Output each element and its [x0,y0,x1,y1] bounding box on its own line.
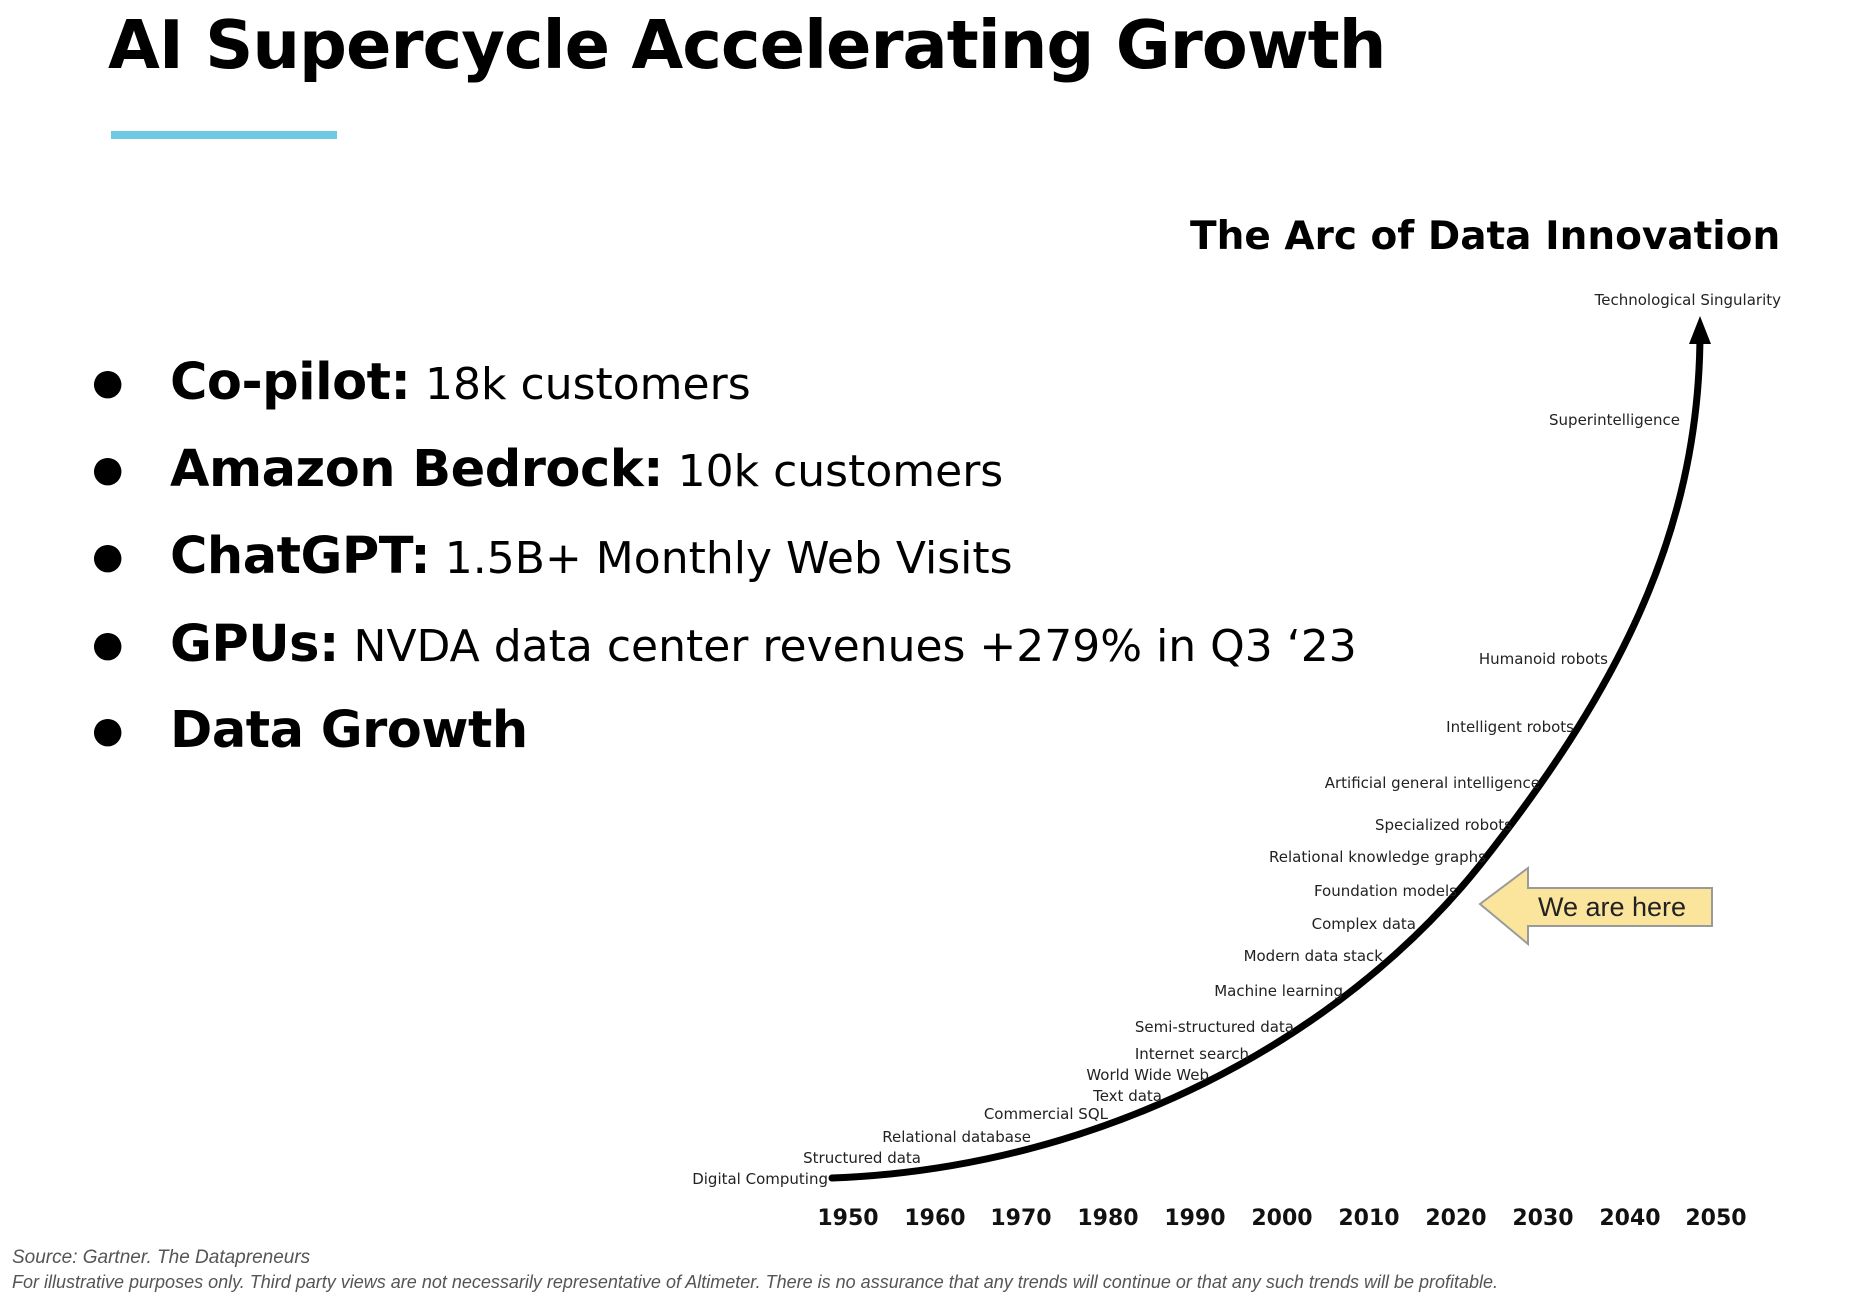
milestone-label: Commercial SQL [984,1105,1109,1123]
x-tick-label: 1960 [904,1206,965,1231]
milestone-label: Relational database [882,1128,1031,1146]
x-tick-label: 2010 [1338,1206,1399,1231]
chart-title: The Arc of Data Innovation [1190,214,1781,259]
x-tick-label: 2020 [1425,1206,1486,1231]
milestone-label: Internet search [1135,1045,1249,1063]
x-tick-label: 1980 [1077,1206,1138,1231]
milestone-label: Artificial general intelligence [1325,774,1540,792]
we-are-here-callout: We are here [1478,866,1713,947]
bullet-value: 10k customers [677,446,1004,497]
we-are-here-label: We are here [1538,892,1686,922]
bullet-label: GPUs: [170,615,339,674]
x-tick-label: 2040 [1599,1206,1660,1231]
bullet-label: Co-pilot: [170,353,411,412]
bullet-dot-icon: ● [92,536,124,577]
milestone-label: Foundation models [1314,882,1457,900]
bullet-value: 18k customers [425,359,751,410]
x-tick-label: 2000 [1251,1206,1312,1231]
bullet-dot-icon: ● [92,624,124,665]
milestone-label: Semi-structured data [1135,1018,1294,1036]
curve-arrowhead-icon [1689,316,1711,344]
milestone-label: Structured data [803,1149,921,1167]
x-tick-label: 1990 [1164,1206,1225,1231]
milestone-label: Modern data stack [1244,947,1384,965]
milestone-label: Relational knowledge graphs [1269,848,1486,866]
milestone-label: Machine learning [1214,982,1343,1000]
page-title: AI Supercycle Accelerating Growth [108,6,1386,84]
bullet-label: Amazon Bedrock: [170,440,664,499]
milestone-label: Complex data [1312,915,1416,933]
milestone-label: Intelligent robots [1446,718,1574,736]
x-tick-label: 1950 [817,1206,878,1231]
milestone-label: Digital Computing [692,1170,828,1188]
milestone-label: Humanoid robots [1479,650,1608,668]
bullet-label: Data Growth [170,701,528,760]
x-tick-label: 1970 [990,1206,1051,1231]
left-arrow-icon [1478,866,1713,947]
source-note: Source: Gartner. The Datapreneurs [12,1247,311,1268]
bullet-dot-icon: ● [92,362,124,403]
x-tick-label: 2050 [1685,1206,1746,1231]
disclaimer-note: For illustrative purposes only. Third pa… [12,1272,1499,1292]
title-underline [111,131,337,139]
milestone-label: Superintelligence [1549,411,1680,429]
bullet-value: NVDA data center revenues +279% in Q3 ‘2… [353,621,1357,672]
milestone-label: Specialized robots [1375,816,1512,834]
innovation-curve [828,328,1704,1182]
bullet-label: ChatGPT: [170,527,431,586]
milestone-label: World Wide Web [1086,1066,1209,1084]
bullet-value: 1.5B+ Monthly Web Visits [444,533,1013,584]
bullet-dot-icon: ● [92,710,124,751]
milestone-label: Technological Singularity [1594,291,1781,309]
x-tick-label: 2030 [1512,1206,1573,1231]
milestone-label: Text data [1092,1087,1162,1105]
bullet-dot-icon: ● [92,449,124,490]
